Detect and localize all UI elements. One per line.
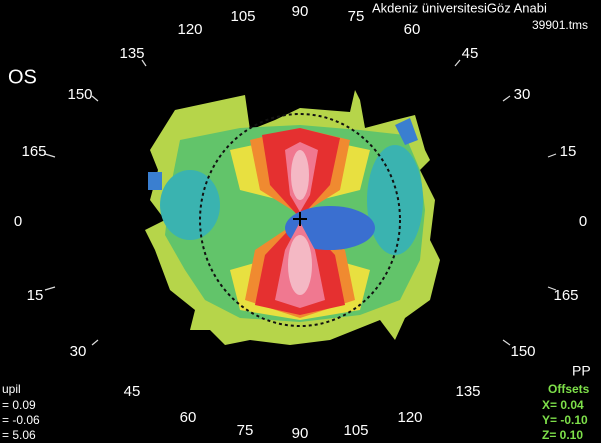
angle-label: 0	[14, 213, 22, 230]
angle-label: 150	[510, 343, 535, 360]
teal-right	[367, 145, 423, 255]
teal-left	[160, 170, 220, 240]
angle-label: 105	[230, 8, 255, 25]
file-name: 39901.tms	[532, 18, 588, 32]
pupil-value: = 5.06	[2, 428, 36, 442]
institution: Akdeniz üniversitesiGöz Anabi	[372, 0, 547, 15]
pupil-value: = 0.09	[2, 398, 36, 412]
light-pink	[288, 235, 312, 295]
eye-label: OS	[8, 66, 37, 88]
angle-label: 90	[292, 3, 309, 20]
corner-label: PP	[572, 363, 591, 379]
angle-label: 45	[124, 383, 141, 400]
offset-value: X= 0.04	[542, 398, 584, 412]
topography-screen: 105 90 75 120 60 135 45 150 30 165 15 0 …	[0, 0, 601, 443]
angle-label: 45	[462, 45, 479, 62]
angle-label: 60	[180, 409, 197, 426]
angle-label: 75	[348, 8, 365, 25]
offsets-title: Offsets	[548, 382, 590, 396]
angle-label: 120	[177, 21, 202, 38]
angle-label: 135	[119, 45, 144, 62]
offset-value: Z= 0.10	[542, 428, 583, 442]
offset-value: Y= -0.10	[542, 413, 588, 427]
blue-patch	[148, 172, 162, 190]
angle-label: 105	[343, 422, 368, 439]
angle-label: 150	[67, 86, 92, 103]
angle-label: 135	[455, 383, 480, 400]
angle-label: 90	[292, 425, 309, 442]
angle-label: 15	[560, 143, 577, 160]
pupil-value: = -0.06	[2, 413, 40, 427]
pupil-title: upil	[2, 382, 21, 396]
angle-label: 0	[579, 213, 587, 230]
angle-label: 30	[70, 343, 87, 360]
angle-label: 60	[404, 21, 421, 38]
angle-label: 30	[514, 86, 531, 103]
angle-label: 75	[237, 422, 254, 439]
angle-label: 15	[27, 287, 44, 304]
angle-label: 120	[397, 409, 422, 426]
light-pink	[291, 150, 309, 200]
angle-label: 165	[21, 143, 46, 160]
angle-label: 165	[553, 287, 578, 304]
